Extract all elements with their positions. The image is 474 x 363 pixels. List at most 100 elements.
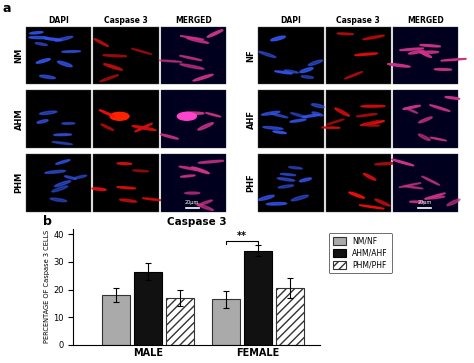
Ellipse shape [263,127,283,129]
Ellipse shape [104,64,122,70]
Ellipse shape [410,201,425,203]
Text: NM: NM [15,48,23,63]
Bar [326,154,391,212]
Ellipse shape [55,181,71,187]
Ellipse shape [44,38,62,41]
Ellipse shape [445,97,460,99]
Ellipse shape [180,56,202,61]
Ellipse shape [180,36,204,40]
Ellipse shape [349,192,365,198]
Bar [26,27,91,84]
Bar [102,295,130,345]
Text: a: a [2,2,11,15]
Bar [93,27,159,84]
Ellipse shape [159,60,182,62]
Ellipse shape [179,166,201,171]
Y-axis label: PERCENTAGE OF Caspase 3 CELLS: PERCENTAGE OF Caspase 3 CELLS [45,230,50,343]
Ellipse shape [399,183,421,187]
Ellipse shape [181,175,195,177]
Ellipse shape [419,134,430,140]
Ellipse shape [291,113,307,118]
Ellipse shape [302,114,320,117]
Text: 20μm: 20μm [417,200,431,205]
Bar [393,154,458,212]
Ellipse shape [56,160,70,164]
Ellipse shape [419,117,432,123]
Ellipse shape [133,170,148,172]
Ellipse shape [388,64,410,67]
Ellipse shape [198,123,213,130]
Bar [393,154,458,212]
Bar [258,154,324,212]
Bar [212,299,240,345]
Ellipse shape [280,174,296,176]
Ellipse shape [92,188,106,191]
Ellipse shape [132,126,156,130]
Ellipse shape [39,111,57,114]
Ellipse shape [262,111,280,115]
Ellipse shape [184,112,204,114]
Ellipse shape [326,119,344,125]
Ellipse shape [187,38,209,43]
Ellipse shape [55,36,73,41]
Ellipse shape [117,163,132,164]
Ellipse shape [404,186,423,189]
Ellipse shape [337,33,354,35]
Bar [161,90,226,148]
Ellipse shape [322,127,340,128]
Ellipse shape [300,178,311,182]
Ellipse shape [425,193,446,199]
Ellipse shape [191,167,209,174]
Ellipse shape [54,134,72,136]
Text: NF: NF [247,49,255,62]
Ellipse shape [207,30,223,37]
Text: Caspase 3: Caspase 3 [104,16,148,25]
Ellipse shape [131,48,152,54]
Text: MERGED: MERGED [175,16,212,25]
Text: DAPI: DAPI [48,16,69,25]
Ellipse shape [422,176,439,185]
Ellipse shape [309,60,322,66]
Ellipse shape [35,42,47,45]
Bar [393,27,458,84]
Ellipse shape [50,198,67,202]
Ellipse shape [361,105,385,107]
Ellipse shape [375,163,396,165]
Ellipse shape [362,121,378,126]
Ellipse shape [103,55,127,57]
Bar [326,27,391,84]
Ellipse shape [409,50,424,54]
Ellipse shape [52,142,73,144]
Ellipse shape [193,74,213,81]
Text: PHF: PHF [247,174,255,192]
Ellipse shape [259,52,276,58]
Bar [244,251,272,345]
Ellipse shape [135,123,152,132]
Ellipse shape [52,186,68,192]
Bar [161,90,226,148]
Bar [161,27,226,84]
Ellipse shape [198,160,224,163]
Ellipse shape [420,45,440,47]
Ellipse shape [142,198,161,201]
Legend: NM/NF, AHM/AHF, PHM/PHF: NM/NF, AHM/AHF, PHM/PHF [328,233,392,273]
Ellipse shape [110,113,129,120]
Bar [26,90,91,148]
Ellipse shape [273,131,286,134]
Ellipse shape [101,124,114,130]
Ellipse shape [29,36,48,39]
Bar [326,90,391,148]
Text: MERGED: MERGED [407,16,444,25]
Ellipse shape [430,105,450,111]
Ellipse shape [364,125,380,126]
Ellipse shape [392,159,414,166]
Bar [161,154,226,212]
Bar [393,90,458,148]
Text: 20μm: 20μm [185,200,199,205]
Ellipse shape [434,69,452,70]
Ellipse shape [363,35,384,40]
Ellipse shape [301,76,313,78]
Ellipse shape [62,123,75,124]
Ellipse shape [364,174,376,180]
Ellipse shape [62,50,81,52]
